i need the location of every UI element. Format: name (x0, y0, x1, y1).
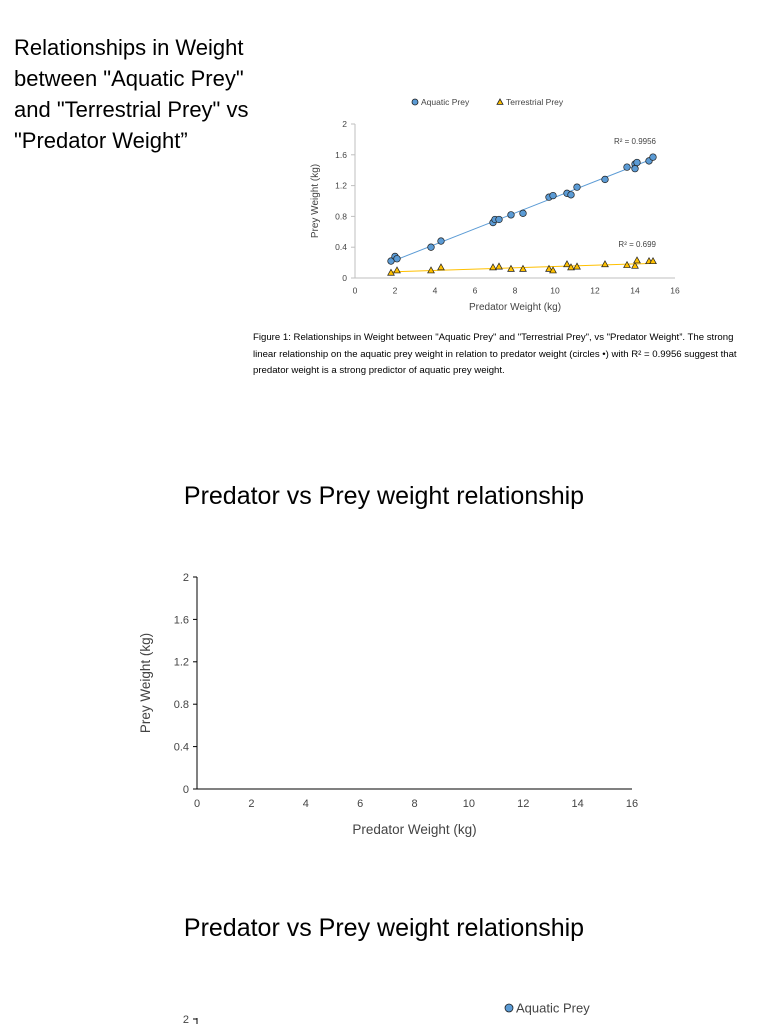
y-tick-label: 2 (183, 1014, 189, 1024)
data-point (601, 175, 609, 184)
data-point (567, 263, 575, 271)
data-point (631, 165, 639, 173)
y-tick-label: 0.8 (335, 211, 347, 221)
y-tick-label: 0.8 (174, 699, 189, 711)
data-point (427, 266, 435, 274)
chart-heading-2: Predator vs Prey weight relationship (183, 914, 585, 942)
x-tick-label: 10 (463, 798, 475, 810)
data-point (633, 256, 641, 264)
data-point (437, 263, 445, 271)
y-tick-label: 1.6 (174, 614, 189, 626)
data-point (549, 266, 557, 274)
data-point (601, 260, 609, 268)
data-point (437, 237, 445, 245)
legend-label: Aquatic Prey (421, 97, 470, 107)
data-point (545, 264, 553, 272)
x-tick-label: 14 (572, 798, 584, 810)
x-tick-label: 0 (353, 286, 358, 296)
x-tick-label: 4 (433, 286, 438, 296)
x-tick-label: 6 (473, 286, 478, 296)
data-point (519, 264, 527, 272)
x-tick-label: 8 (411, 798, 417, 810)
data-point (393, 255, 401, 263)
data-point (633, 158, 641, 167)
data-point (649, 153, 657, 161)
x-tick-label: 8 (513, 286, 518, 296)
x-tick-label: 4 (303, 798, 309, 810)
side-title: Relationships in Weight between "Aquatic… (14, 35, 249, 153)
data-point (393, 266, 401, 274)
data-point (563, 260, 571, 268)
x-tick-label: 12 (517, 798, 529, 810)
y-tick-label: 0.4 (335, 242, 347, 252)
y-tick-label: 2 (342, 119, 347, 129)
x-tick-label: 16 (626, 798, 638, 810)
data-point (649, 257, 657, 265)
r2-label: R² = 0.9956 (614, 137, 657, 146)
data-point (573, 262, 581, 270)
x-tick-label: 14 (630, 286, 640, 296)
x-tick-label: 10 (550, 286, 560, 296)
r2-label: R² = 0.699 (618, 240, 656, 249)
data-point (495, 215, 503, 224)
y-tick-label: 1.2 (335, 181, 347, 191)
legend-marker-triangle (496, 98, 504, 105)
data-point (549, 191, 557, 200)
x-axis-label: Predator Weight (kg) (469, 302, 561, 313)
x-tick-label: 6 (357, 798, 363, 810)
data-point (427, 243, 435, 251)
x-tick-label: 2 (248, 798, 254, 810)
y-tick-label: 0 (183, 784, 189, 796)
y-axis-label: Prey Weight (kg) (310, 164, 321, 238)
y-tick-label: 2 (183, 572, 189, 584)
y-axis-label: Prey Weight (kg) (138, 633, 153, 733)
chart-1: 0 0.4 0.8 1.2 1.6 2 0 2 4 6 8 10 12 14 16 Predator Weig… (310, 97, 680, 313)
data-point (631, 261, 639, 269)
data-point (567, 191, 575, 199)
legend-marker-circle (504, 1003, 514, 1013)
x-tick-label: 16 (670, 286, 680, 296)
chart-2: 0 0.4 0.8 1.2 1.6 2 0 2 4 6 8 10 12 14 16 Predator Weig… (138, 572, 638, 837)
figure-caption: Figure 1: Relationships in Weight betwee… (253, 332, 737, 377)
legend-label: Terrestrial Prey (506, 97, 564, 107)
x-tick-label: 12 (590, 286, 600, 296)
legend-marker-circle (411, 98, 419, 106)
x-tick-label: 2 (393, 286, 398, 296)
y-tick-label: 1.6 (335, 150, 347, 160)
data-point (573, 183, 581, 191)
data-point (387, 268, 395, 276)
x-axis-label: Predator Weight (kg) (352, 822, 476, 837)
data-point (495, 262, 503, 270)
data-point (489, 263, 497, 271)
y-tick-label: 1.2 (174, 657, 189, 669)
legend-label: Aquatic Prey (516, 1001, 590, 1016)
y-tick-label: 0.4 (174, 741, 189, 753)
data-point (507, 264, 515, 272)
data-point (519, 209, 527, 217)
data-point (507, 211, 515, 219)
chart-3: 2 Aquatic Prey (183, 1001, 590, 1024)
chart-heading-1: Predator vs Prey weight relationship (183, 482, 585, 510)
data-point (623, 163, 631, 171)
data-point (623, 260, 631, 268)
y-tick-label: 0 (342, 273, 347, 283)
x-tick-label: 0 (194, 798, 200, 810)
